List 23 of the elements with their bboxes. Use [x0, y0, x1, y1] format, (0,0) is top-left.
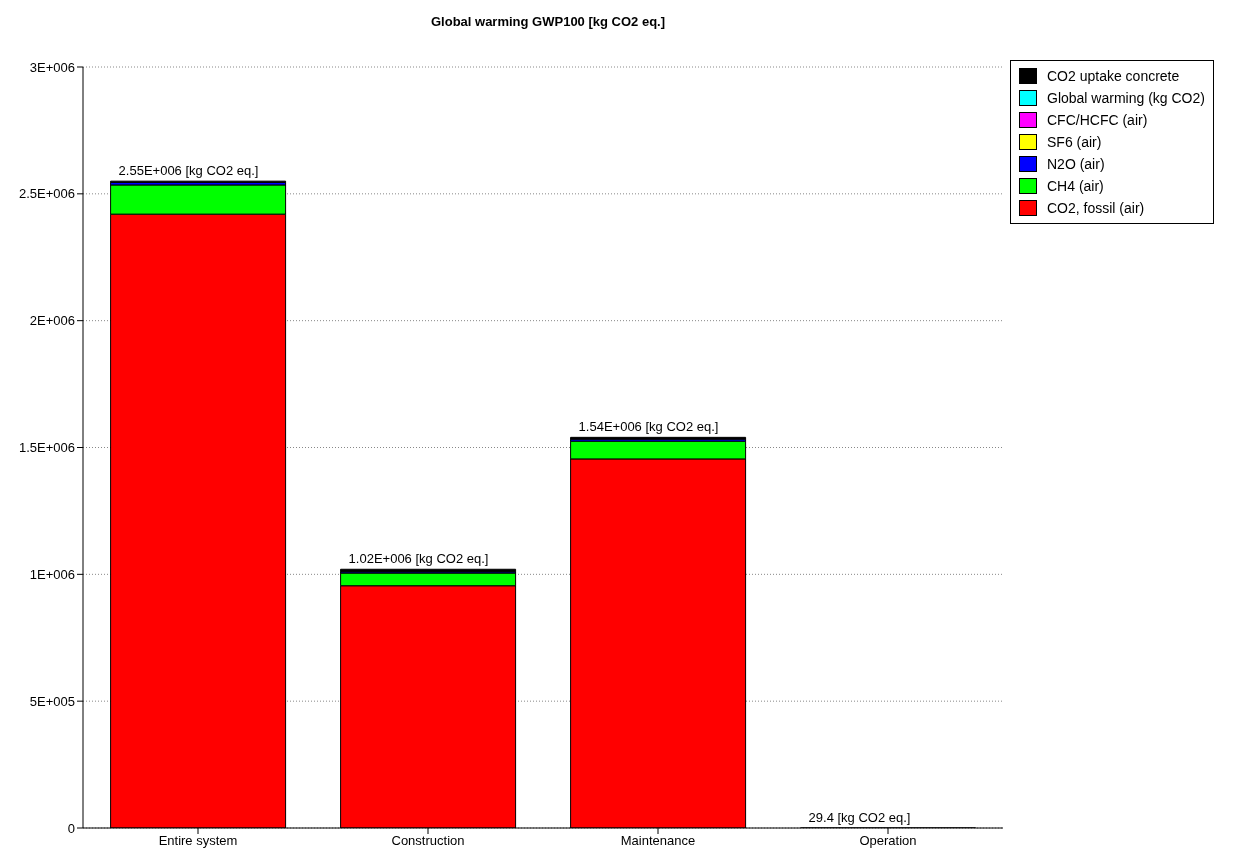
legend-label: CH4 (air) [1047, 178, 1104, 194]
y-tick-label: 3E+006 [29, 59, 75, 75]
legend-label: CO2 uptake concrete [1047, 68, 1180, 84]
total-label: 1.54E+006 [kg CO2 eq.] [578, 419, 719, 435]
legend-label: SF6 (air) [1047, 134, 1102, 150]
legend-label: CO2, fossil (air) [1047, 200, 1145, 216]
x-tick-label: Maintenance [620, 833, 696, 849]
legend-label: N2O (air) [1047, 156, 1105, 172]
x-tick-label: Operation [859, 833, 917, 849]
x-tick-label: Construction [391, 833, 465, 849]
y-tick-label: 5E+005 [29, 693, 75, 709]
total-label: 2.55E+006 [kg CO2 eq.] [118, 163, 259, 179]
y-tick-label: 1.5E+006 [18, 440, 75, 456]
legend-label: CFC/HCFC (air) [1047, 112, 1148, 128]
x-tick-label: Entire system [158, 833, 238, 849]
total-label: 1.02E+006 [kg CO2 eq.] [348, 551, 489, 567]
chart-title: Global warming GWP100 [kg CO2 eq.] [429, 14, 666, 29]
y-tick-label: 1E+006 [29, 566, 75, 582]
y-tick-label: 2E+006 [29, 313, 75, 329]
y-tick-label: 2.5E+006 [18, 186, 75, 202]
y-tick-label: 0 [67, 820, 75, 836]
legend-label: Global warming (kg CO2) [1047, 90, 1205, 106]
total-label: 29.4 [kg CO2 eq.] [808, 809, 911, 825]
